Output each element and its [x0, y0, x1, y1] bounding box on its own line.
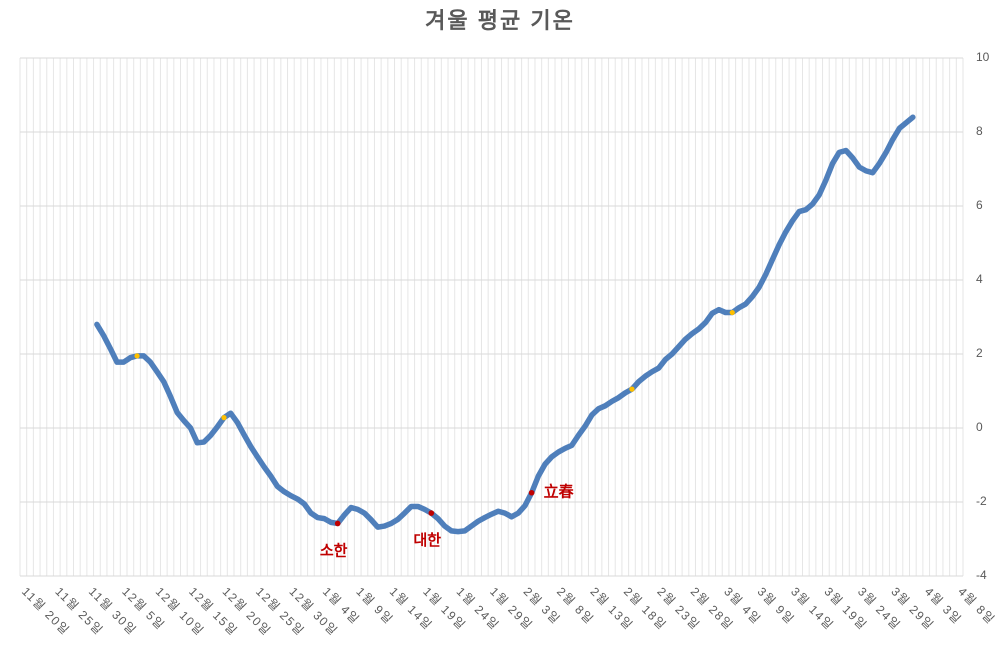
y-tick-label: -4	[976, 568, 987, 582]
highlight-point	[221, 415, 227, 421]
annotation-label: 소한	[320, 542, 348, 559]
annotation-label: 대한	[414, 532, 442, 549]
y-tick-label: 8	[976, 124, 983, 138]
y-tick-label: -2	[976, 494, 987, 508]
y-tick-label: 2	[976, 346, 983, 360]
y-tick-label: 0	[976, 420, 983, 434]
line-series	[94, 114, 916, 535]
y-tick-label: 4	[976, 272, 983, 286]
chart-title: 겨울 평균 기온	[425, 8, 575, 33]
annotation-point	[334, 520, 341, 527]
y-tick-label: 10	[976, 50, 990, 64]
highlight-point	[629, 386, 635, 392]
annotation-label: 立春	[544, 483, 574, 501]
y-tick-label: 6	[976, 198, 983, 212]
highlight-point	[729, 309, 735, 316]
highlight-point	[134, 353, 140, 359]
annotation-point	[428, 510, 435, 516]
x-tick-label: 4월 8일	[955, 584, 998, 627]
annotation-point	[528, 489, 535, 496]
